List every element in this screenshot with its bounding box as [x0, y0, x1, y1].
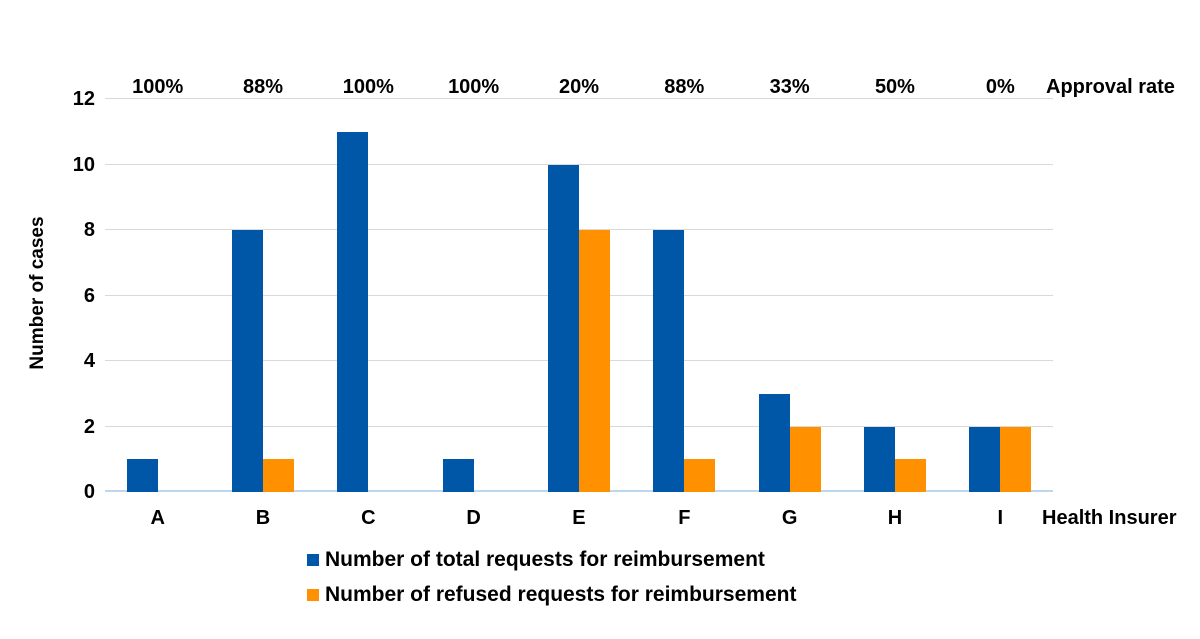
plot-area — [105, 98, 1053, 492]
gridline-y-12 — [105, 98, 1053, 99]
total-requests-bar-I — [969, 426, 1001, 492]
y-tick-label-2: 2 — [83, 415, 95, 438]
legend-label-total-requests: Number of total requests for reimburseme… — [325, 548, 765, 571]
y-tick-label-0: 0 — [83, 481, 95, 503]
approval-rate-E: 20% — [558, 76, 599, 98]
approval-rate-G: 33% — [769, 76, 810, 98]
approval-rate-B: 88% — [242, 76, 283, 98]
approval-rate-D: 100% — [448, 76, 500, 98]
y-tick-label-6: 6 — [83, 284, 95, 307]
bar-pair-G — [758, 393, 821, 492]
bar-pair-C — [337, 131, 399, 492]
total-requests-bar-G — [758, 393, 790, 492]
y-tick-label-8: 8 — [83, 219, 95, 241]
bar-group-E — [526, 99, 631, 492]
refused-requests-bar-B — [262, 459, 294, 492]
y-tick-label-12: 12 — [72, 88, 95, 110]
total-requests-bar-B — [231, 230, 263, 492]
gridline-y-8 — [105, 229, 1053, 230]
bar-groups — [105, 99, 1053, 492]
approval-rate-F: 88% — [664, 76, 705, 98]
approval-rate-row: 100% 88% 100% 100% 20% 88% 33% 50% 0% — [105, 74, 1053, 100]
bar-pair-E — [547, 164, 610, 492]
refused-requests-bar-E — [578, 230, 610, 492]
approval-rate-I: 0% — [985, 76, 1015, 98]
gridline-y-10 — [105, 163, 1053, 165]
x-category-label-H: H — [887, 507, 903, 529]
approval-rate-C: 100% — [342, 76, 394, 98]
refused-requests-bar-F — [684, 459, 716, 492]
total-requests-bar-F — [653, 230, 685, 492]
approval-rate-A: 100% — [132, 76, 184, 98]
x-category-label-B: B — [255, 507, 271, 529]
total-requests-swatch-icon — [307, 554, 319, 566]
x-axis-title: Health Insurer — [1042, 507, 1177, 529]
total-requests-bar-A — [126, 459, 158, 492]
total-requests-bar-E — [547, 164, 579, 492]
refused-requests-bar-H — [894, 459, 926, 492]
x-category-label-C: C — [361, 507, 376, 529]
total-requests-bar-D — [442, 459, 474, 492]
y-tick-label-4: 4 — [83, 350, 95, 372]
approval-rate-label: Approval rate — [1046, 76, 1175, 98]
refused-requests-bar-G — [789, 426, 821, 492]
x-category-label-F: F — [678, 507, 691, 529]
bar-group-H — [842, 99, 947, 492]
bar-pair-H — [863, 426, 926, 492]
x-category-label-D: D — [466, 507, 481, 529]
refused-requests-swatch-icon — [307, 589, 319, 601]
legend-item-refused-requests: Number of refused requests for reimburse… — [307, 581, 796, 609]
x-category-label-A: A — [150, 507, 165, 529]
x-category-label-E: E — [572, 507, 586, 529]
bar-group-C — [316, 99, 421, 492]
x-axis-category-labels: A B C D E F G H I — [105, 503, 1053, 533]
y-tick-label-10: 10 — [72, 153, 95, 176]
refused-requests-bar-I — [1000, 426, 1032, 492]
bar-group-A — [105, 99, 210, 492]
bar-pair-A — [126, 459, 189, 492]
bar-pair-D — [442, 459, 505, 492]
x-category-label-G: G — [781, 507, 798, 529]
bar-group-G — [737, 99, 842, 492]
bar-pair-B — [231, 230, 294, 492]
legend-label-refused-requests: Number of refused requests for reimburse… — [325, 583, 797, 606]
legend-item-total-requests: Number of total requests for reimburseme… — [307, 546, 796, 574]
legend: Number of total requests for reimburseme… — [307, 546, 796, 616]
bar-group-F — [632, 99, 737, 492]
bar-group-D — [421, 99, 526, 492]
total-requests-bar-C — [337, 131, 369, 492]
bar-pair-I — [969, 426, 1032, 492]
bar-pair-F — [653, 230, 716, 492]
total-requests-bar-H — [863, 426, 895, 492]
y-axis-tick-labels: 0 2 4 6 8 10 12 — [0, 88, 95, 503]
bar-group-I — [948, 99, 1053, 492]
x-category-label-I: I — [997, 507, 1004, 529]
bar-group-B — [210, 99, 315, 492]
approval-rate-H: 50% — [874, 76, 915, 98]
